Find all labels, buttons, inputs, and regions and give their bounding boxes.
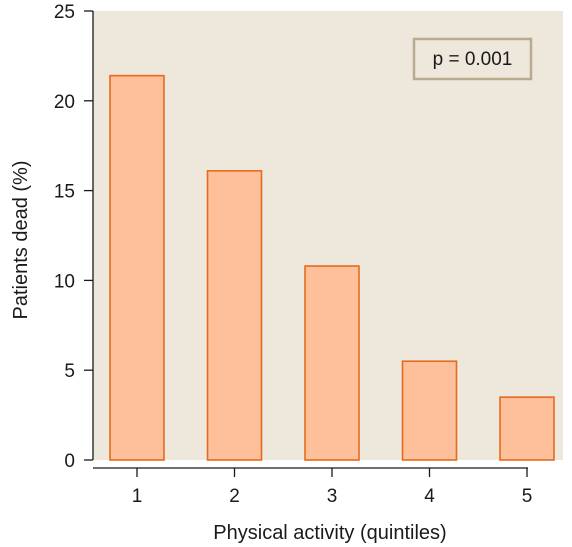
- axes-group: [92, 11, 528, 469]
- bars-group: [109, 74, 555, 461]
- x-tick-label: 2: [229, 486, 240, 507]
- y-ticks-group: 0 5 10 15 20 25: [54, 2, 93, 472]
- bar-5: [499, 396, 555, 461]
- y-tick-label: 0: [64, 451, 75, 472]
- x-tick-label: 4: [424, 486, 435, 507]
- y-tick-label: 20: [54, 92, 75, 113]
- y-tick-label: 10: [54, 271, 75, 292]
- x-tick-label: 5: [522, 486, 533, 507]
- y-tick-label: 25: [54, 2, 75, 23]
- x-tick-label: 1: [132, 486, 143, 507]
- x-tick-label: 3: [327, 486, 338, 507]
- bar-2: [206, 170, 263, 461]
- y-tick-label: 5: [64, 361, 75, 382]
- bar-3: [304, 265, 360, 461]
- bar-1: [109, 74, 165, 461]
- y-tick-label: 15: [54, 182, 75, 203]
- p-value-text: p = 0.001: [433, 49, 513, 70]
- x-axis-label: Physical activity (quintiles): [213, 522, 446, 544]
- bar-4: [401, 360, 458, 461]
- x-ticks-group: 1 2 3 4 5: [132, 468, 533, 507]
- p-value-annotation: p = 0.001: [412, 37, 533, 81]
- y-axis-label: Patients dead (%): [10, 161, 32, 320]
- p-value-box: [412, 37, 533, 81]
